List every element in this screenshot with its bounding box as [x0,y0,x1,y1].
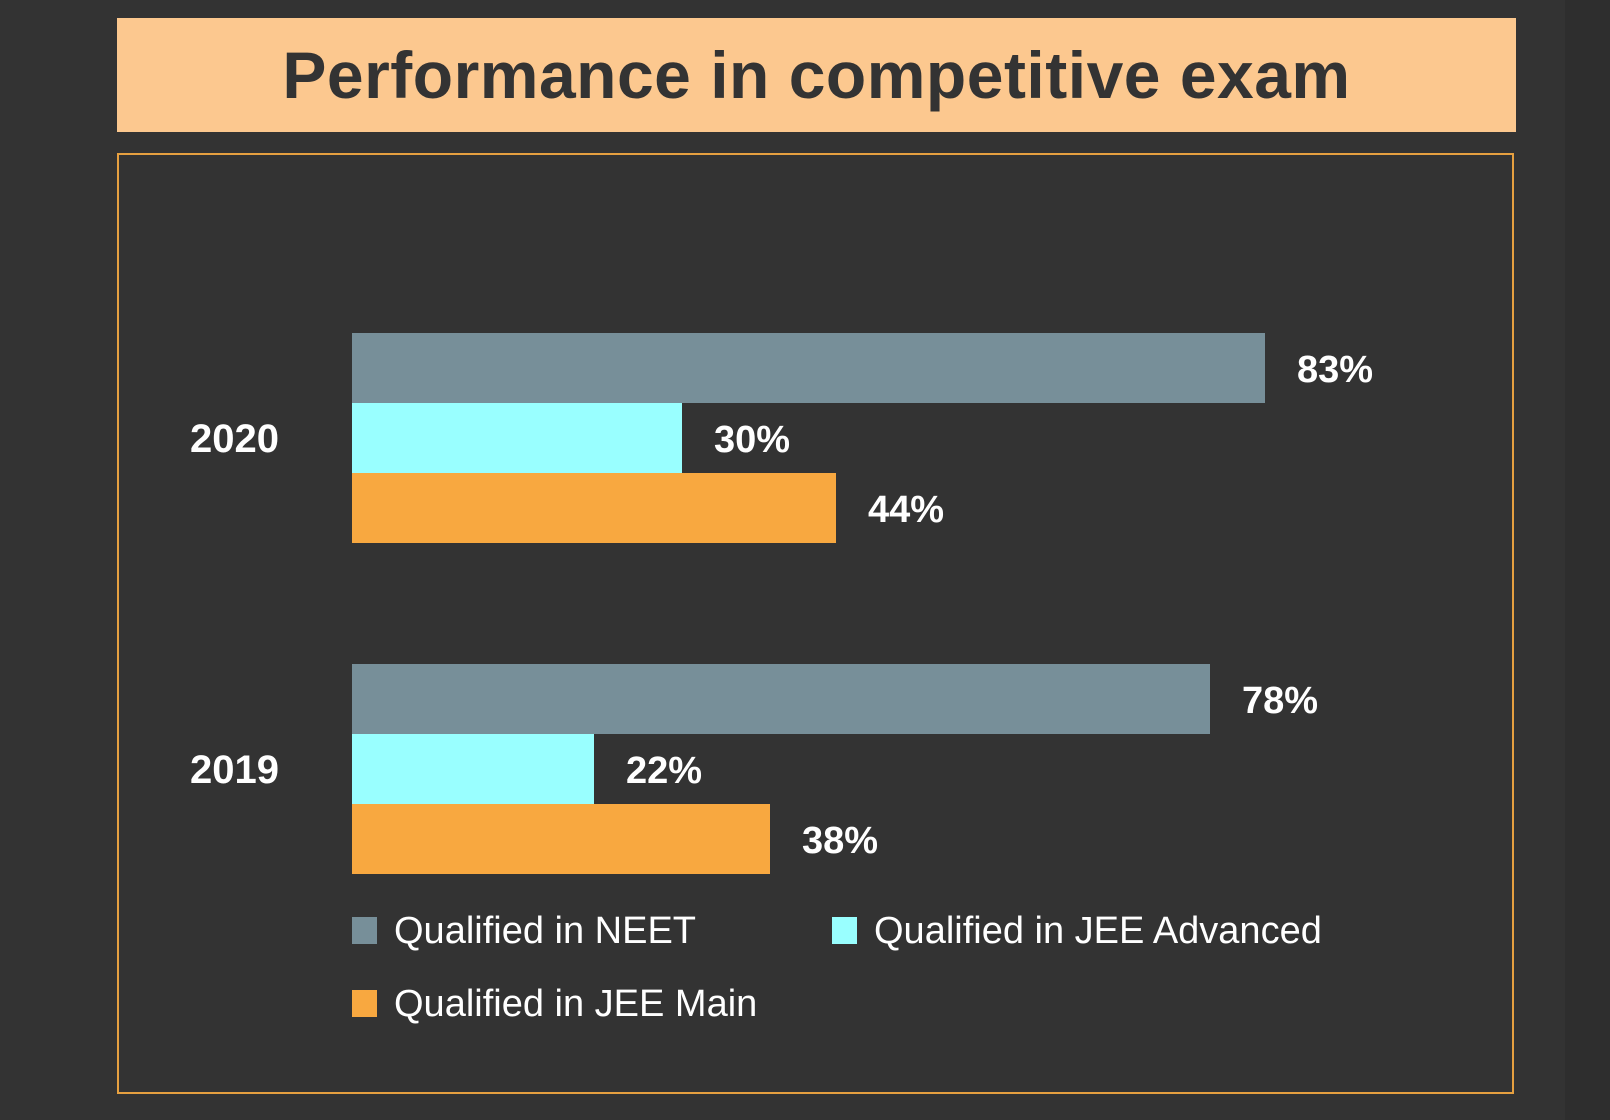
category-label-2019: 2019 [190,748,279,792]
legend-swatch-2 [352,990,377,1017]
data-label-2019-2: 38% [802,820,878,862]
category-label-2020: 2020 [190,417,279,461]
bar-2020-qualified-in-jee-main [352,473,836,543]
legend-label-2: Qualified in JEE Main [394,983,757,1025]
data-label-2019-0: 78% [1242,680,1318,722]
title-banner: Performance in competitive exam [117,18,1516,132]
chart-title: Performance in competitive exam [282,38,1351,112]
edge-strip [1565,0,1610,1120]
legend-swatch-1 [832,917,857,944]
bar-2019-qualified-in-neet [352,664,1210,734]
data-label-2020-1: 30% [714,419,790,461]
data-label-2020-0: 83% [1297,349,1373,391]
bar-2019-qualified-in-jee-advanced [352,734,594,804]
bar-2019-qualified-in-jee-main [352,804,770,874]
legend-label-0: Qualified in NEET [394,910,696,952]
bar-2020-qualified-in-jee-advanced [352,403,682,473]
data-label-2020-2: 44% [868,489,944,531]
bar-2020-qualified-in-neet [352,333,1265,403]
chart-frame [117,153,1514,1094]
data-label-2019-1: 22% [626,750,702,792]
legend-swatch-0 [352,917,377,944]
legend-label-1: Qualified in JEE Advanced [874,910,1322,952]
